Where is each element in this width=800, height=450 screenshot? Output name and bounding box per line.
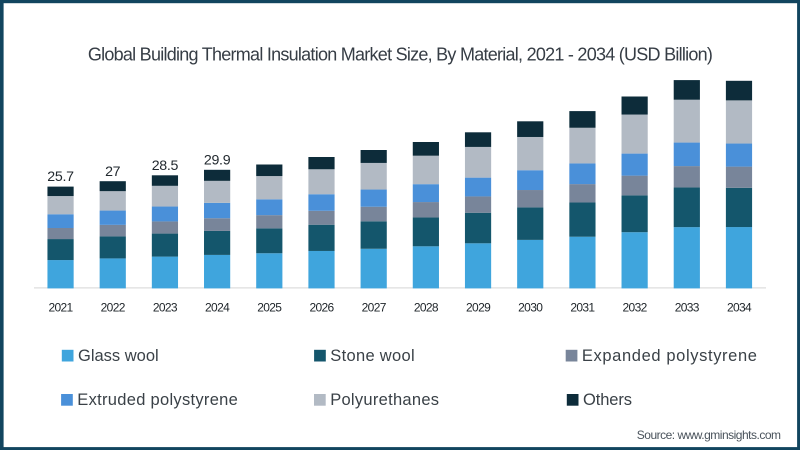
svg-text:2028: 2028 [414,301,439,315]
svg-text:29.9: 29.9 [204,152,231,168]
svg-text:28.5: 28.5 [152,158,179,174]
svg-text:2034: 2034 [727,301,752,315]
svg-text:2026: 2026 [309,301,334,315]
svg-text:2021: 2021 [48,301,73,315]
svg-text:Global Building Thermal Insula: Global Building Thermal Insulation Marke… [88,45,712,65]
svg-text:Expanded polystyrene: Expanded polystyrene [582,347,758,365]
svg-text:Extruded polystyrene: Extruded polystyrene [77,391,238,409]
svg-text:2032: 2032 [623,301,648,315]
svg-text:Stone wool: Stone wool [330,347,415,365]
svg-text:2022: 2022 [101,301,126,315]
svg-text:2033: 2033 [675,301,700,315]
svg-text:25.7: 25.7 [47,169,74,185]
svg-text:2023: 2023 [153,301,178,315]
svg-text:Polyurethanes: Polyurethanes [330,391,439,409]
svg-text:2029: 2029 [466,301,491,315]
svg-text:2030: 2030 [518,301,543,315]
svg-text:Source: www.gminsights.com: Source: www.gminsights.com [637,428,781,442]
svg-text:Glass wool: Glass wool [78,347,159,365]
svg-text:2024: 2024 [205,301,230,315]
svg-text:2031: 2031 [570,301,595,315]
svg-text:2025: 2025 [257,301,282,315]
svg-text:2027: 2027 [362,301,387,315]
svg-text:27: 27 [105,164,121,180]
svg-text:Others: Others [583,391,632,409]
